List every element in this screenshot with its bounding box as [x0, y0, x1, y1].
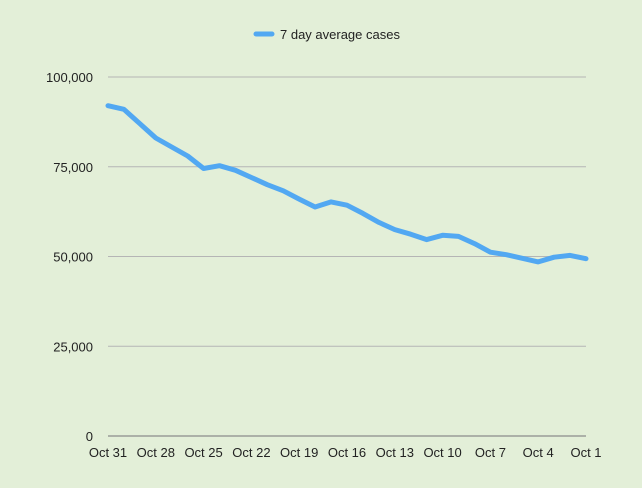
x-tick-label: Oct 31	[89, 445, 127, 460]
x-tick-label: Oct 25	[184, 445, 222, 460]
x-tick-label: Oct 1	[570, 445, 601, 460]
x-tick-label: Oct 28	[137, 445, 175, 460]
x-tick-label: Oct 7	[475, 445, 506, 460]
legend-label: 7 day average cases	[280, 27, 400, 42]
y-axis-labels: 0 25,000 50,000 75,000 100,000	[46, 70, 93, 444]
x-tick-label: Oct 22	[232, 445, 270, 460]
y-tick-label: 75,000	[53, 160, 93, 175]
y-tick-label: 100,000	[46, 70, 93, 85]
x-tick-label: Oct 16	[328, 445, 366, 460]
y-tick-label: 25,000	[53, 339, 93, 354]
x-tick-label: Oct 10	[423, 445, 461, 460]
x-tick-label: Oct 13	[376, 445, 414, 460]
x-axis-labels: Oct 31 Oct 28 Oct 25 Oct 22 Oct 19 Oct 16 Oct …	[89, 445, 602, 460]
series-line	[105, 103, 589, 265]
x-tick-label: Oct 19	[280, 445, 318, 460]
x-tick-label: Oct 4	[523, 445, 554, 460]
y-tick-label: 50,000	[53, 250, 93, 265]
gridlines	[108, 76, 586, 437]
y-tick-label: 0	[86, 429, 93, 444]
series-layer	[105, 103, 589, 265]
legend: 7 day average cases	[253, 27, 400, 42]
